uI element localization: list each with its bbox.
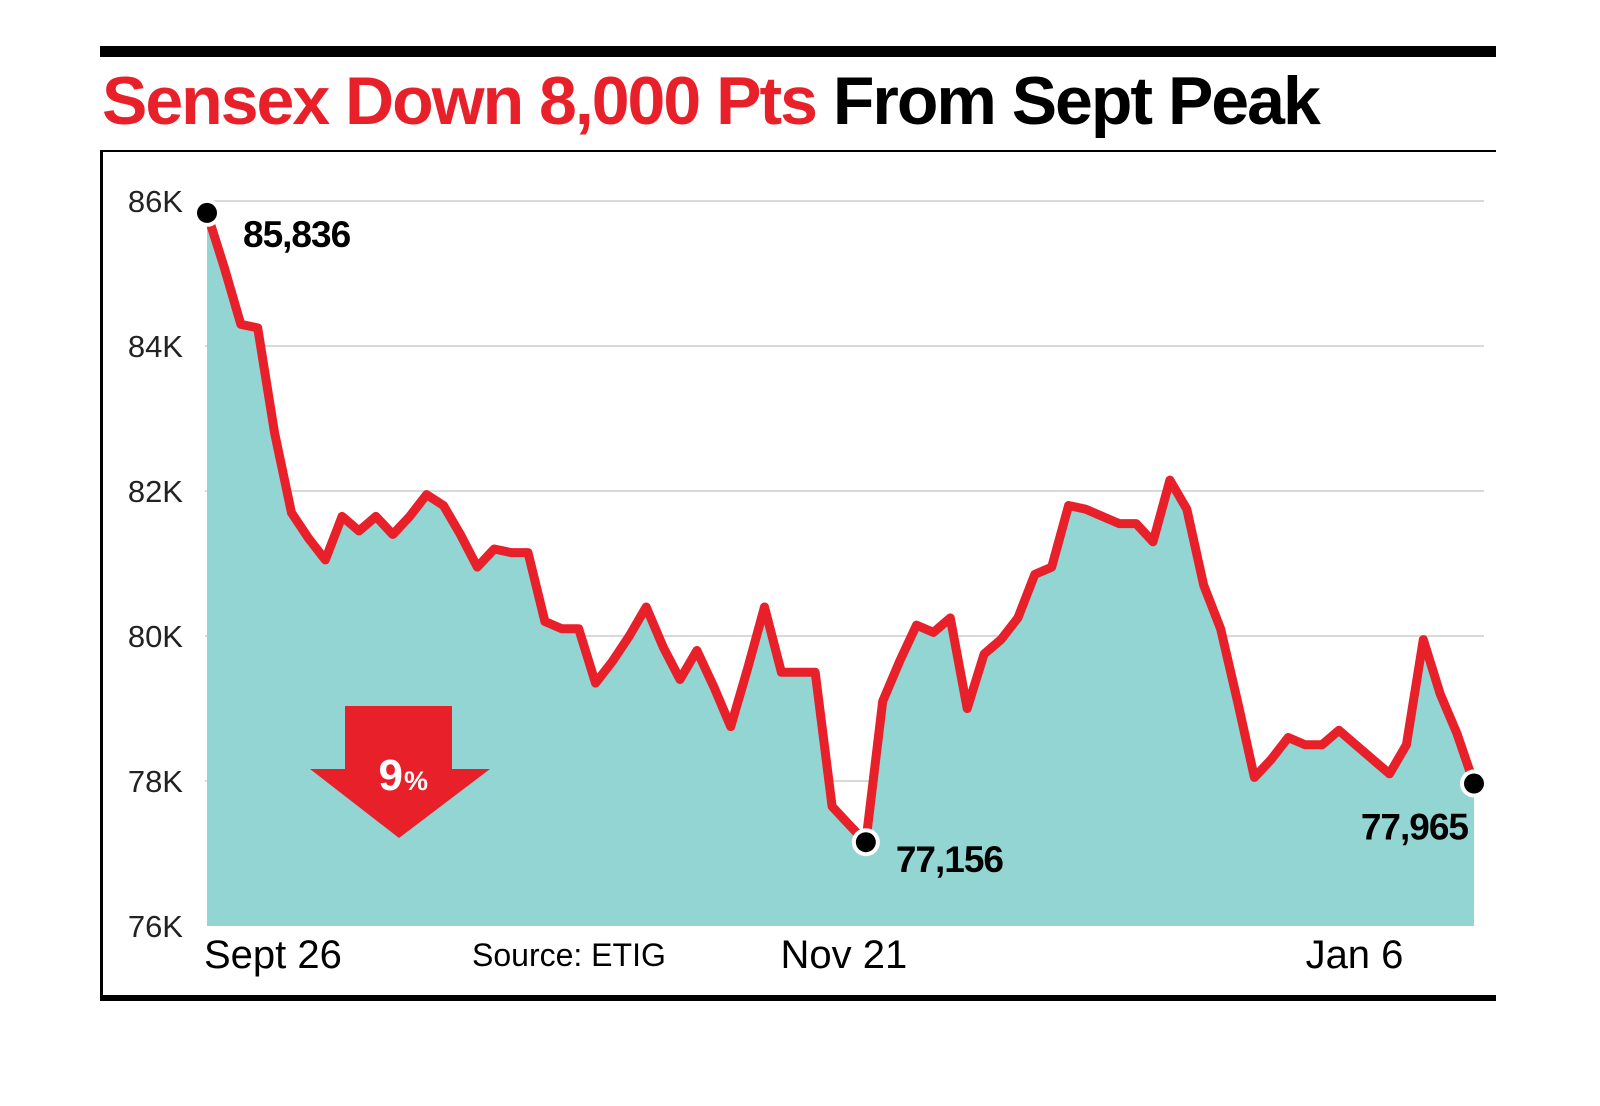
- down-arrow-icon: [310, 706, 490, 838]
- marker-points: [193, 198, 1488, 857]
- chart-frame-left: [100, 150, 103, 1000]
- y-tick-label: 82K: [128, 474, 183, 509]
- area-fill: [207, 212, 1474, 926]
- percent-unit: %: [404, 766, 428, 796]
- value-label: 77,156: [896, 839, 1004, 880]
- source-note: Source: ETIG: [472, 937, 666, 973]
- series-line: [202, 208, 1479, 847]
- x-tick-label: Sept 26: [204, 933, 342, 977]
- marker-point: [197, 202, 217, 223]
- marker-point: [855, 832, 876, 853]
- x-axis-ticks: Sept 26 Nov 21 Jan 6: [204, 933, 1403, 977]
- percent-value: 9: [379, 751, 403, 800]
- value-annotations: 85,836 77,156 77,965: [243, 214, 1469, 880]
- chart-title-red: Sensex Down 8,000 Pts: [102, 63, 818, 139]
- y-tick-label: 80K: [128, 619, 183, 654]
- x-tick-label: Jan 6: [1306, 933, 1404, 977]
- chart-title-black: From Sept Peak: [832, 63, 1321, 139]
- x-tick-label: Nov 21: [780, 933, 907, 977]
- y-axis-ticks: 86K 84K 82K 80K 78K 76K: [128, 184, 183, 944]
- y-tick-label: 76K: [128, 909, 183, 944]
- value-label: 77,965: [1361, 807, 1469, 848]
- percent-drop-badge: 9 %: [310, 706, 490, 838]
- chart-title: Sensex Down 8,000 Pts From Sept Peak: [102, 56, 1321, 146]
- chart-frame-top: [100, 150, 1496, 152]
- y-tick-label: 78K: [128, 764, 183, 799]
- y-tick-label: 86K: [128, 184, 183, 219]
- value-label: 85,836: [243, 214, 351, 255]
- marker-point: [1464, 773, 1484, 794]
- y-tick-label: 84K: [128, 329, 183, 364]
- top-rule: [100, 46, 1496, 57]
- bottom-rule: [100, 995, 1496, 1001]
